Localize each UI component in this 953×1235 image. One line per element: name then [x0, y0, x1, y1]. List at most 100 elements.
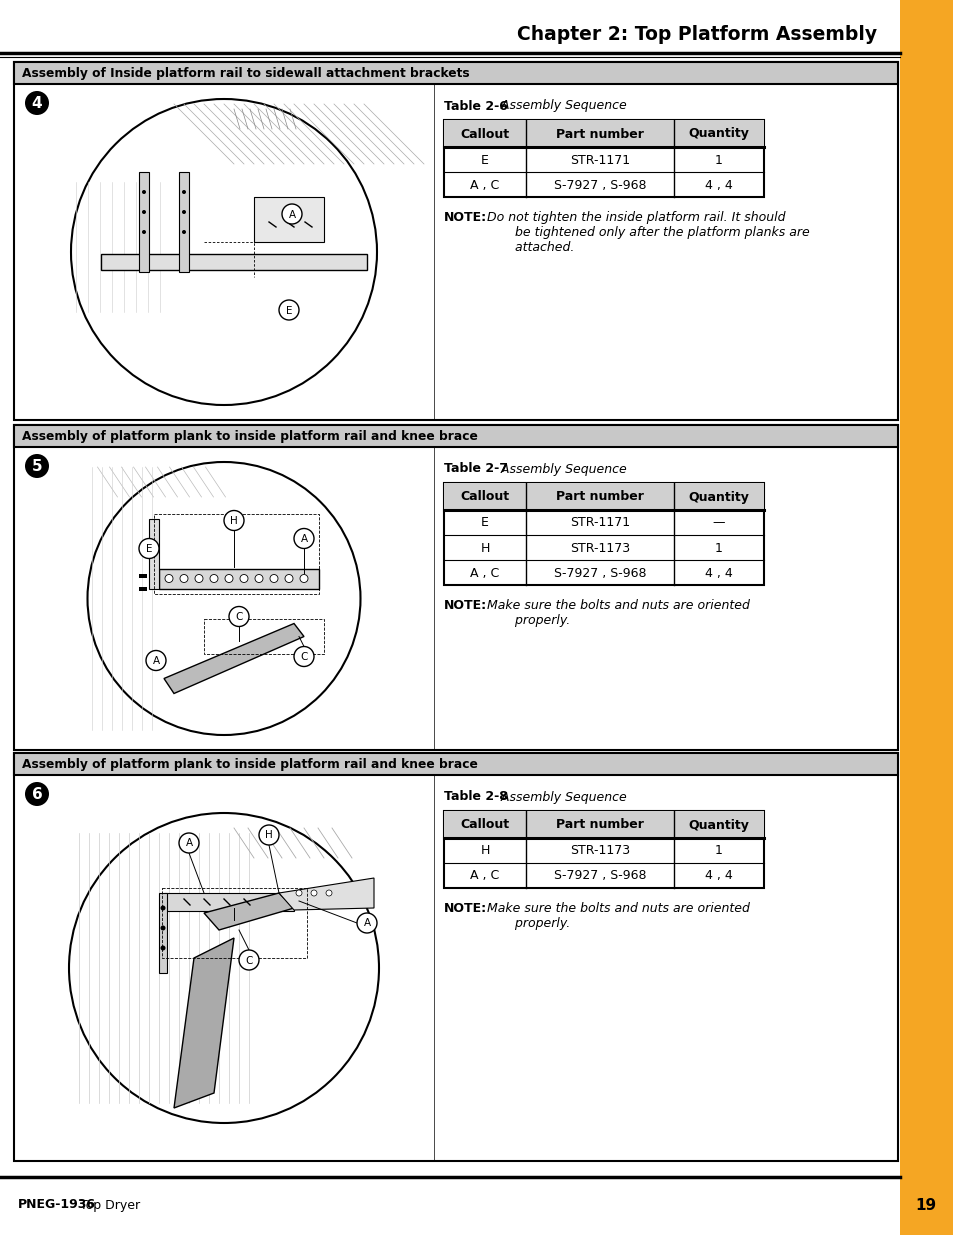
Bar: [443, 120, 763, 147]
Text: 1: 1: [715, 153, 722, 167]
Bar: [14, 62, 897, 420]
Text: Table 2-8: Table 2-8: [443, 790, 507, 804]
Text: Callout: Callout: [460, 819, 509, 831]
Text: H: H: [479, 845, 489, 857]
Circle shape: [139, 538, 159, 558]
Bar: [204, 619, 324, 653]
Circle shape: [142, 230, 146, 233]
Text: C: C: [245, 956, 253, 966]
Text: 4 , 4: 4 , 4: [704, 567, 732, 579]
Circle shape: [210, 574, 218, 583]
Text: Part number: Part number: [556, 490, 643, 504]
Circle shape: [182, 230, 186, 233]
Circle shape: [142, 190, 146, 194]
Circle shape: [282, 204, 302, 224]
Text: 4 , 4: 4 , 4: [704, 179, 732, 191]
Circle shape: [270, 574, 277, 583]
Bar: [14, 425, 897, 750]
Text: Part number: Part number: [556, 819, 643, 831]
Bar: [443, 811, 763, 888]
Bar: [101, 254, 367, 270]
Text: Make sure the bolts and nuts are oriented
        properly.: Make sure the bolts and nuts are oriente…: [482, 902, 749, 930]
Text: STR-1173: STR-1173: [569, 845, 629, 857]
Bar: [14, 62, 897, 84]
Circle shape: [69, 813, 378, 1123]
Text: H: H: [479, 541, 489, 555]
Text: H: H: [265, 830, 273, 841]
Text: 1: 1: [715, 541, 722, 555]
Circle shape: [182, 210, 186, 214]
Bar: [14, 425, 897, 447]
Text: E: E: [146, 543, 152, 555]
Circle shape: [229, 606, 249, 626]
Text: Assembly Sequence: Assembly Sequence: [497, 100, 626, 112]
Bar: [149, 519, 159, 589]
Text: A: A: [152, 656, 159, 666]
Bar: [164, 893, 294, 911]
Text: Assembly of platform plank to inside platform rail and knee brace: Assembly of platform plank to inside pla…: [22, 758, 477, 771]
Circle shape: [278, 300, 298, 320]
Text: Assembly Sequence: Assembly Sequence: [497, 462, 626, 475]
Circle shape: [258, 825, 278, 845]
Text: NOTE:: NOTE:: [443, 211, 487, 224]
Circle shape: [239, 950, 258, 969]
Polygon shape: [204, 893, 294, 930]
Circle shape: [294, 646, 314, 667]
Text: Assembly Sequence: Assembly Sequence: [497, 790, 626, 804]
Text: Table 2-7: Table 2-7: [443, 462, 507, 475]
Circle shape: [25, 782, 49, 806]
Text: A: A: [363, 919, 370, 929]
Text: C: C: [300, 652, 308, 662]
Text: STR-1173: STR-1173: [569, 541, 629, 555]
Circle shape: [71, 99, 376, 405]
Text: Part number: Part number: [556, 127, 643, 141]
Bar: [443, 120, 763, 198]
Circle shape: [179, 832, 199, 853]
Circle shape: [165, 574, 172, 583]
Text: A , C: A , C: [470, 567, 499, 579]
Bar: [14, 753, 897, 1161]
Text: Assembly of Inside platform rail to sidewall attachment brackets: Assembly of Inside platform rail to side…: [22, 67, 469, 80]
Text: A , C: A , C: [470, 179, 499, 191]
Text: A: A: [300, 534, 307, 543]
Text: Table 2-6: Table 2-6: [443, 100, 507, 112]
Bar: [159, 893, 167, 973]
Bar: [139, 573, 147, 578]
Circle shape: [194, 574, 203, 583]
Circle shape: [356, 913, 376, 932]
Text: A: A: [185, 839, 193, 848]
Text: —: —: [712, 516, 724, 530]
Text: S-7927 , S-968: S-7927 , S-968: [553, 869, 645, 883]
Text: C: C: [235, 613, 242, 622]
Circle shape: [160, 905, 165, 910]
Text: Quantity: Quantity: [688, 127, 749, 141]
Bar: [139, 587, 147, 590]
Bar: [443, 483, 763, 585]
Text: 5: 5: [31, 459, 42, 474]
Text: NOTE:: NOTE:: [443, 902, 487, 915]
Text: A , C: A , C: [470, 869, 499, 883]
Text: H: H: [230, 516, 237, 526]
Text: S-7927 , S-968: S-7927 , S-968: [553, 567, 645, 579]
Bar: [159, 568, 318, 589]
Text: 4 , 4: 4 , 4: [704, 869, 732, 883]
Polygon shape: [164, 624, 304, 694]
Circle shape: [311, 890, 316, 897]
Circle shape: [146, 651, 166, 671]
Circle shape: [25, 454, 49, 478]
Bar: [179, 172, 189, 272]
Circle shape: [294, 529, 314, 548]
Circle shape: [225, 574, 233, 583]
Bar: [162, 888, 307, 958]
Text: 1: 1: [715, 845, 722, 857]
Text: STR-1171: STR-1171: [569, 516, 629, 530]
Circle shape: [240, 574, 248, 583]
Text: Callout: Callout: [460, 490, 509, 504]
Text: A: A: [288, 210, 295, 220]
Polygon shape: [278, 878, 374, 910]
Circle shape: [88, 462, 360, 735]
Text: Callout: Callout: [460, 127, 509, 141]
Circle shape: [180, 574, 188, 583]
Circle shape: [160, 925, 165, 930]
Bar: [253, 198, 324, 242]
